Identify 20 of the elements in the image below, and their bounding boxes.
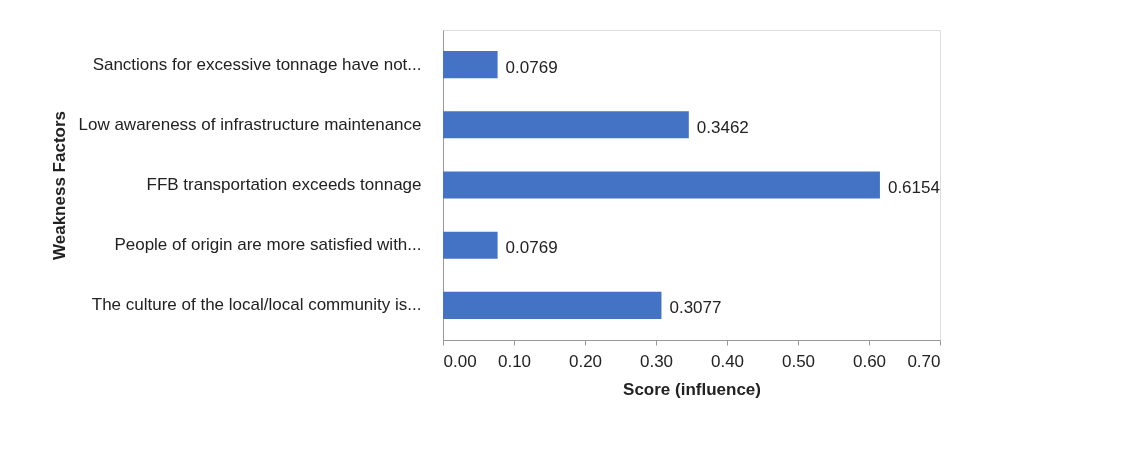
y-tick-label: People of origin are more satisfied with... bbox=[114, 235, 422, 255]
y-tick-label: The culture of the local/local community is... bbox=[91, 295, 422, 315]
x-tick-label: 0.70 bbox=[907, 351, 941, 371]
x-tick-label: 0.00 bbox=[443, 351, 477, 371]
y-tick-label: Low awareness of infrastructure maintenance bbox=[78, 114, 422, 134]
data-label: 0.6154 bbox=[887, 178, 940, 197]
x-axis-title: Score (influence) bbox=[623, 379, 761, 399]
x-tick-label: 0.60 bbox=[852, 351, 887, 371]
y-axis-title: Weakness Factors bbox=[49, 111, 69, 260]
x-tick-label: 0.50 bbox=[781, 351, 816, 371]
data-label: 0.0769 bbox=[505, 238, 558, 258]
data-label: 0.3462 bbox=[696, 117, 749, 137]
x-tick-label: 0.10 bbox=[497, 351, 532, 371]
x-tick-label: 0.40 bbox=[710, 351, 745, 371]
y-tick-label: FFB transportation exceeds tonnage bbox=[146, 175, 422, 194]
data-label: 0.0769 bbox=[505, 57, 558, 77]
x-tick-label: 0.20 bbox=[568, 351, 603, 371]
data-label: 0.3077 bbox=[669, 298, 722, 318]
x-tick-label: 0.30 bbox=[639, 351, 674, 371]
y-tick-label: Sanctions for excessive tonnage have not... bbox=[92, 54, 422, 74]
